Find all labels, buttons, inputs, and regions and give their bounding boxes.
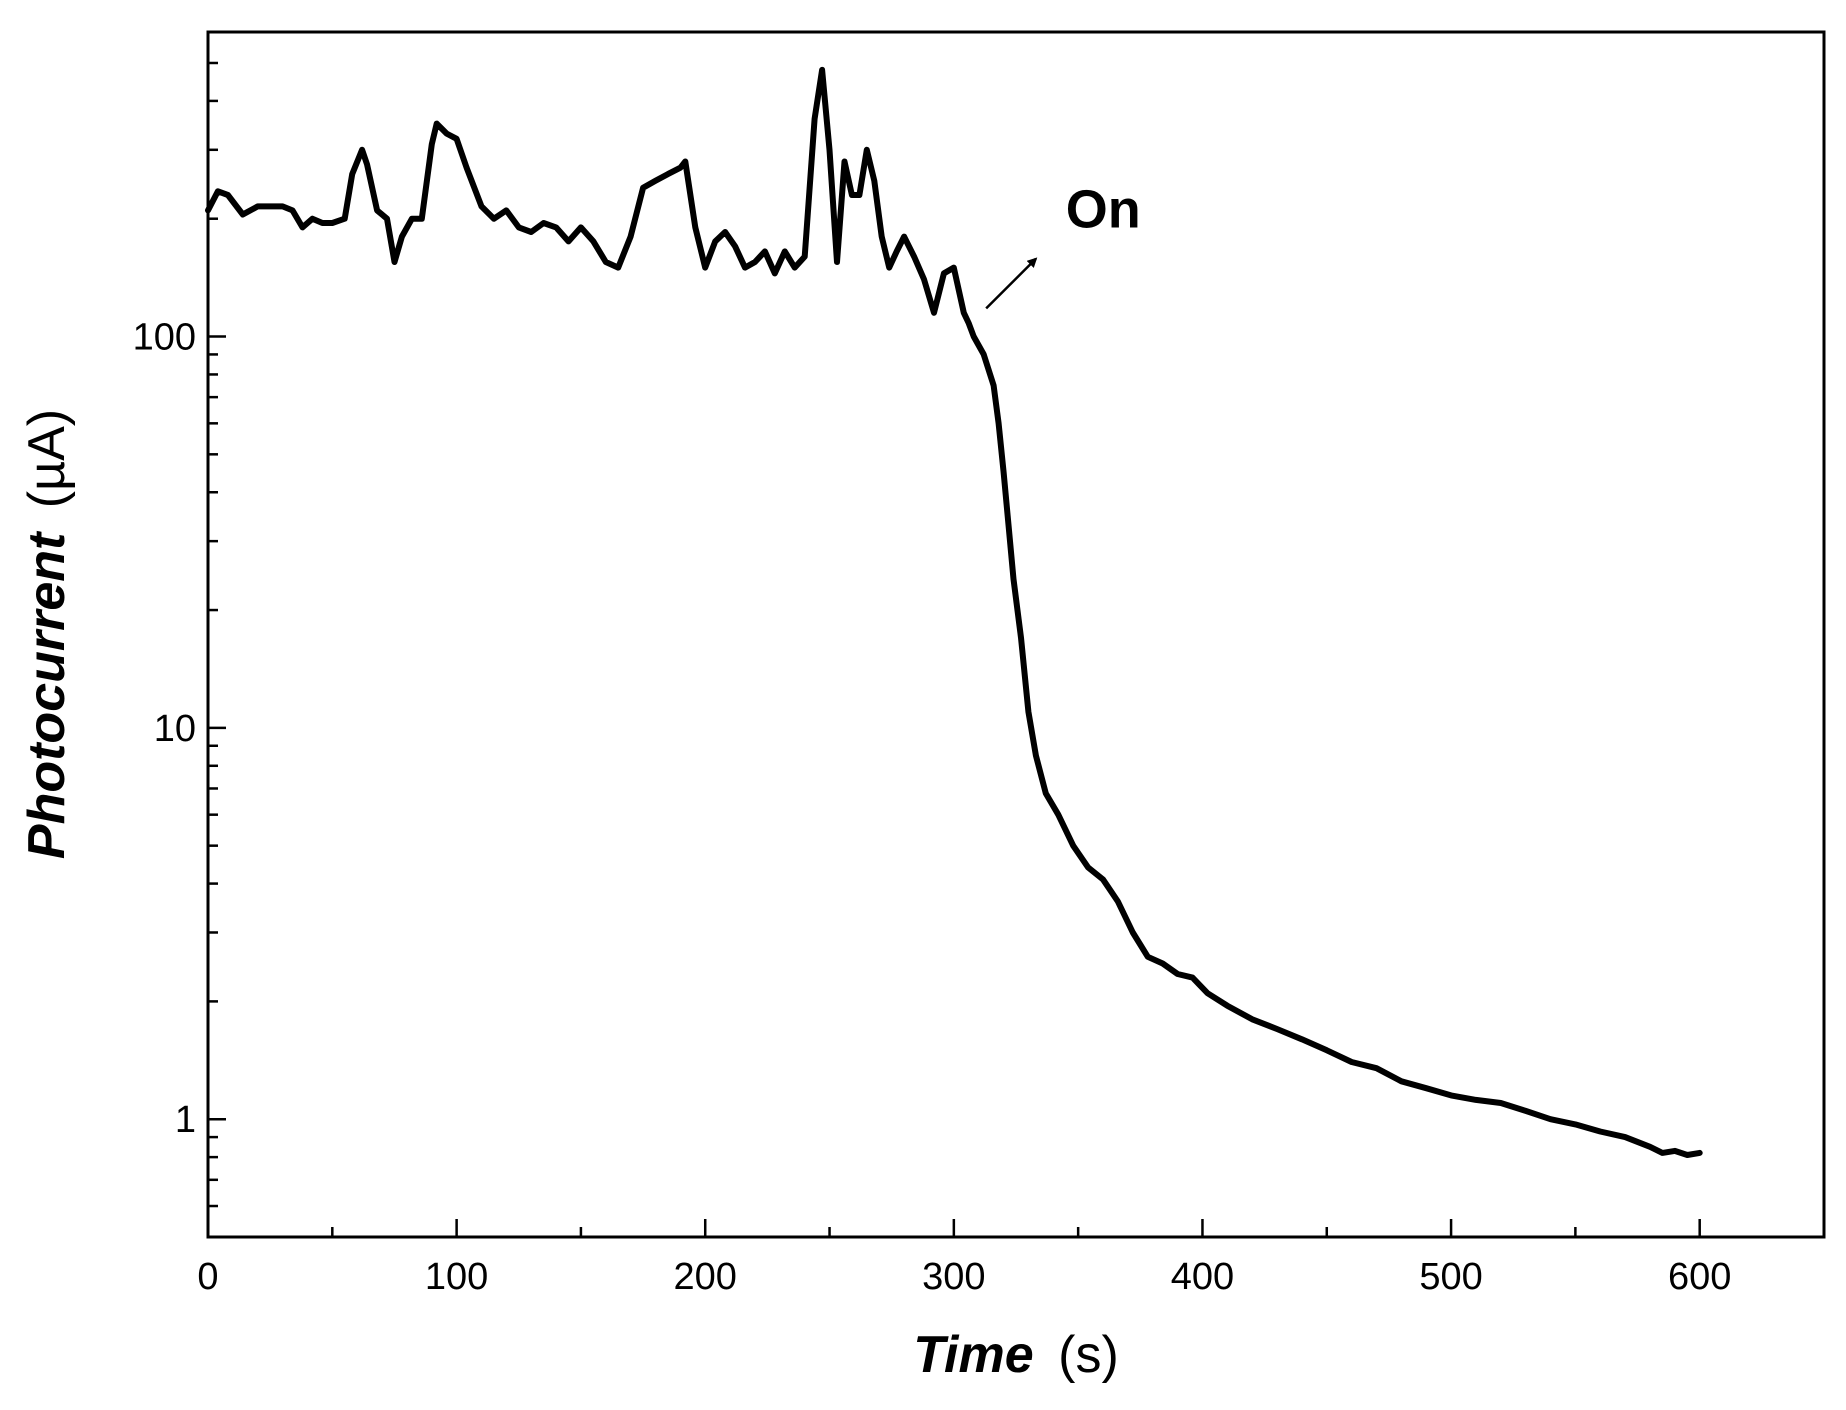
x-axis-title-main: Time — [913, 1326, 1033, 1384]
x-axis-title: Time (s) — [913, 1326, 1119, 1384]
y-tick-label: 1 — [175, 1099, 196, 1141]
x-tick-label: 100 — [425, 1256, 488, 1298]
on-annotation-label: On — [1066, 179, 1141, 239]
y-tick-label: 100 — [133, 317, 196, 359]
x-tick-label: 400 — [1171, 1256, 1234, 1298]
x-axis-title-unit: (s) — [1058, 1326, 1119, 1384]
x-axis-ticks — [206, 1219, 1826, 1237]
x-tick-label: 500 — [1419, 1256, 1482, 1298]
plot-frame — [206, 30, 1826, 1239]
x-tick-label: 300 — [922, 1256, 985, 1298]
y-axis-title-main: Photocurrent — [18, 530, 76, 859]
y-axis-title-unit: (µA) — [18, 409, 76, 508]
y-axis-tick-labels: 1 10 100 — [133, 317, 196, 1142]
y-axis-ticks — [208, 30, 226, 1239]
x-tick-label: 600 — [1668, 1256, 1731, 1298]
x-tick-label: 200 — [674, 1256, 737, 1298]
on-annotation-arrow — [985, 257, 1038, 310]
y-tick-label: 10 — [154, 708, 196, 750]
photocurrent-series-line — [205, 66, 1703, 1158]
x-tick-label: 0 — [197, 1256, 218, 1298]
x-axis-tick-labels: 0 100 200 300 400 500 600 — [197, 1256, 1731, 1298]
y-axis-title: Photocurrent (µA) — [18, 409, 76, 859]
